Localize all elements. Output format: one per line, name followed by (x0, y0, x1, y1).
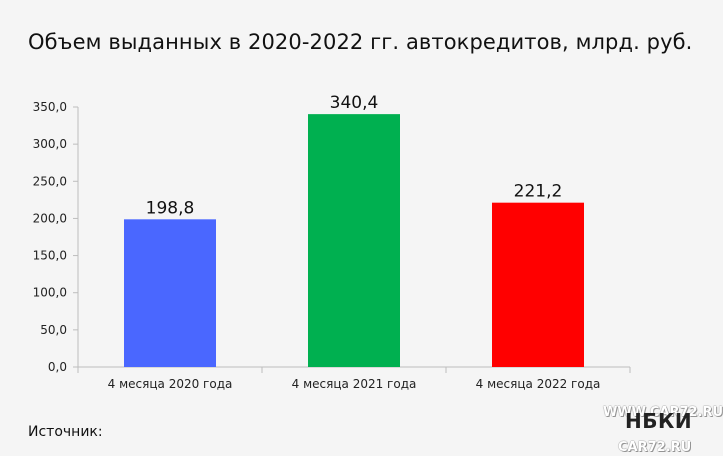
watermark-top: WWW.CAR72.RU (603, 405, 723, 420)
data-label: 340,4 (330, 93, 379, 113)
y-axis: 0,0 50,0 100,0 150,0 200,0 250,0 300,0 350,0 (33, 100, 79, 374)
source-label: Источник: (28, 424, 103, 440)
y-tick-label: 50,0 (40, 323, 67, 337)
y-tick-label: 0,0 (48, 360, 67, 374)
category-label: 4 месяца 2022 года (476, 377, 601, 391)
bar (308, 114, 400, 367)
bars: 198,8 340,4 221,2 (124, 93, 584, 367)
y-tick-label: 350,0 (33, 100, 67, 114)
data-label: 221,2 (514, 182, 563, 202)
y-tick-label: 150,0 (33, 249, 67, 263)
nbki-logo: НБКИ (625, 409, 693, 433)
data-label: 198,8 (146, 198, 195, 218)
category-label: 4 месяца 2020 года (108, 377, 233, 391)
bar (124, 219, 216, 367)
y-tick-label: 200,0 (33, 211, 67, 225)
bar (492, 202, 584, 367)
y-tick-label: 100,0 (33, 286, 67, 300)
watermark-bottom: CAR72.RU (618, 440, 692, 455)
y-tick-label: 250,0 (33, 174, 67, 188)
category-label: 4 месяца 2021 года (292, 377, 417, 391)
y-tick-label: 300,0 (33, 137, 67, 151)
chart-title: Объем выданных в 2020-2022 гг. автокреди… (28, 30, 693, 54)
x-axis: 4 месяца 2020 года 4 месяца 2021 года 4 ме… (77, 366, 631, 391)
